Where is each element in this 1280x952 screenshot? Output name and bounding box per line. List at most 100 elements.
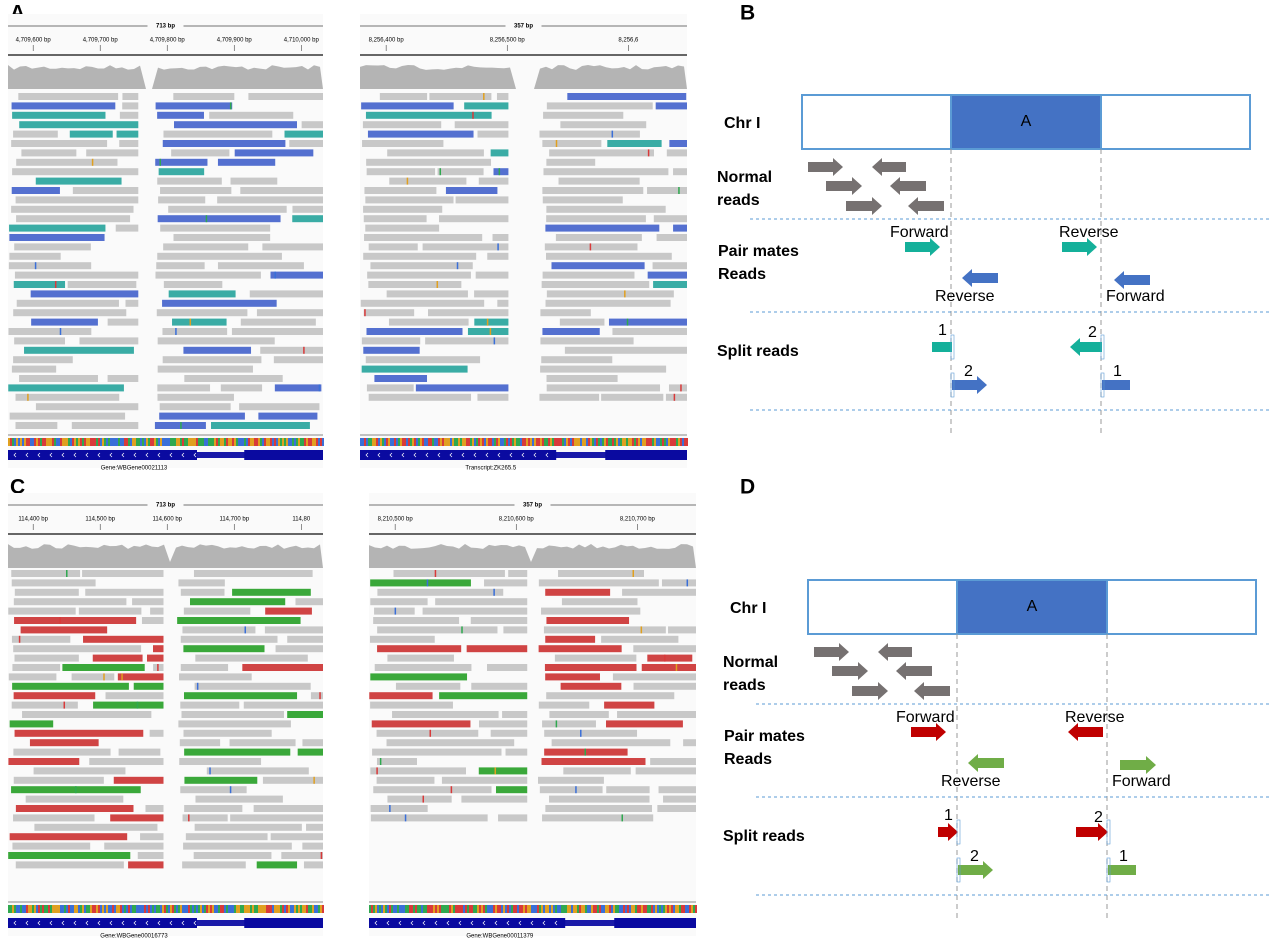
read (665, 393, 687, 401)
base (380, 438, 382, 446)
split-clip (1100, 334, 1105, 360)
base (78, 438, 80, 446)
read (179, 758, 262, 765)
base (605, 905, 607, 913)
base (458, 438, 460, 446)
read (118, 748, 161, 756)
read (363, 205, 443, 213)
read (549, 149, 654, 157)
gene-chevron (365, 452, 369, 458)
base (26, 905, 28, 913)
read (544, 664, 637, 671)
base (84, 438, 86, 446)
read (669, 140, 687, 147)
read (82, 570, 164, 577)
base (405, 905, 407, 913)
base (434, 438, 436, 446)
read (464, 102, 509, 110)
gene-chevron (145, 920, 149, 926)
base (661, 905, 663, 913)
base (640, 438, 642, 446)
read (262, 776, 323, 784)
pair-label: Reverse (1059, 224, 1119, 241)
read (657, 805, 696, 812)
gene-chevron (482, 920, 486, 926)
base (555, 905, 557, 913)
base (590, 438, 592, 446)
gene-chevron (169, 452, 173, 458)
read (647, 187, 687, 194)
base (402, 438, 404, 446)
base (138, 438, 140, 446)
base (513, 905, 515, 913)
read (15, 422, 58, 429)
read (370, 805, 428, 812)
read (137, 852, 164, 859)
base (216, 438, 218, 446)
base (106, 438, 108, 446)
base (8, 438, 10, 446)
mismatch (121, 673, 123, 681)
base (673, 905, 675, 913)
base (286, 438, 288, 446)
base (46, 905, 48, 913)
read (184, 805, 243, 812)
panel-label: C (10, 476, 25, 499)
read (29, 739, 99, 747)
base (106, 905, 108, 913)
read (302, 739, 323, 747)
read (369, 635, 435, 643)
base (12, 905, 14, 913)
read (641, 664, 696, 671)
read (184, 776, 258, 784)
read (368, 243, 418, 251)
read (168, 205, 287, 213)
base (256, 438, 258, 446)
mismatch (59, 617, 61, 624)
read (8, 673, 57, 681)
read (173, 93, 235, 100)
base (234, 438, 236, 446)
read (15, 861, 124, 869)
ruler-tick-label: 4,710,000 bp (284, 38, 320, 44)
mismatch (434, 570, 437, 577)
read (11, 365, 57, 373)
read (180, 701, 240, 709)
read (185, 833, 268, 841)
base (656, 438, 658, 446)
mismatch (404, 814, 407, 822)
base (232, 438, 234, 446)
base (501, 905, 503, 913)
read (189, 598, 286, 606)
base (126, 438, 128, 446)
base (158, 438, 160, 446)
base (64, 905, 66, 913)
read (361, 337, 421, 345)
base (569, 905, 571, 913)
base (298, 905, 300, 913)
base (162, 905, 164, 913)
base (180, 438, 182, 446)
mismatch (209, 767, 211, 775)
base (589, 905, 591, 913)
base (76, 905, 78, 913)
gene-chevron (506, 920, 510, 926)
read (663, 795, 696, 803)
split-label: 1 (1119, 848, 1128, 865)
mismatch (188, 814, 190, 822)
read (495, 786, 528, 794)
read (150, 607, 164, 615)
base (492, 438, 494, 446)
base (322, 905, 324, 913)
base (370, 438, 372, 446)
read (608, 318, 687, 326)
mismatch (34, 262, 37, 270)
base (136, 438, 138, 446)
base (562, 438, 564, 446)
base (657, 905, 659, 913)
gene-chevron (449, 452, 453, 458)
read (393, 570, 505, 577)
read (119, 140, 139, 147)
read-arrow (1120, 756, 1156, 774)
read (541, 607, 641, 615)
